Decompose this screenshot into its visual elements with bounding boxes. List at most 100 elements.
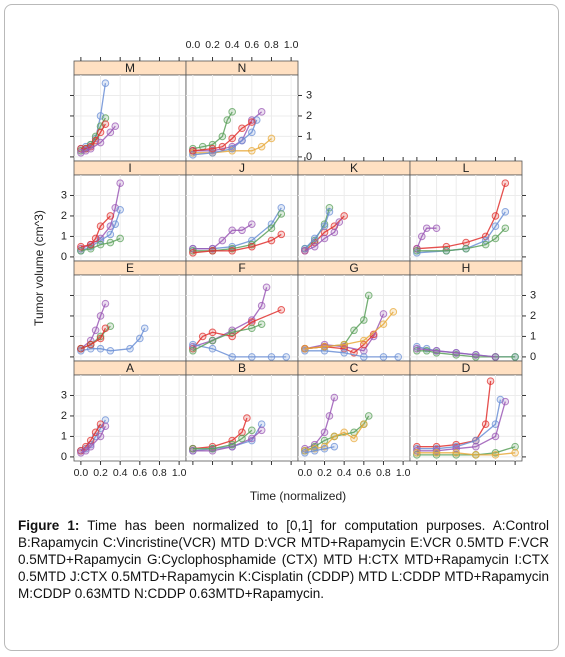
data-point xyxy=(501,224,510,233)
data-point xyxy=(101,299,110,308)
data-point xyxy=(116,179,124,187)
figure-frame xyxy=(4,4,559,651)
data-point xyxy=(277,203,286,212)
data-point xyxy=(140,324,149,333)
data-point xyxy=(101,422,110,430)
data-point xyxy=(238,136,246,145)
data-point xyxy=(228,144,236,153)
data-point xyxy=(228,328,236,337)
data-point xyxy=(96,138,105,147)
data-point xyxy=(364,291,373,300)
data-point xyxy=(96,344,105,353)
y-tick-label: 3 xyxy=(530,289,536,301)
data-point xyxy=(77,346,85,355)
strip-label: N xyxy=(238,61,247,75)
data-point xyxy=(86,144,95,153)
data-point xyxy=(394,353,403,361)
data-point xyxy=(248,128,256,137)
data-point xyxy=(277,210,286,218)
data-point xyxy=(267,224,276,233)
x-tick-label: 0.4 xyxy=(337,467,352,479)
data-point xyxy=(86,340,95,349)
y-tick-label: 1 xyxy=(61,230,67,242)
y-tick-label: 2 xyxy=(306,110,312,122)
data-point xyxy=(360,336,368,345)
data-point xyxy=(248,118,256,126)
strip-label: I xyxy=(128,161,131,175)
data-point xyxy=(189,346,197,355)
y-tick-label: 0 xyxy=(61,451,67,463)
y-tick-label: 1 xyxy=(61,430,67,442)
data-point xyxy=(86,442,95,451)
data-point xyxy=(189,249,197,257)
data-point xyxy=(325,412,334,420)
data-point xyxy=(472,451,480,459)
data-point xyxy=(106,346,115,355)
y-tick-label: 0 xyxy=(530,351,536,363)
strip-label: G xyxy=(349,261,358,275)
data-point xyxy=(208,444,217,453)
data-point xyxy=(462,244,470,253)
data-point xyxy=(228,108,236,116)
data-point xyxy=(432,449,441,457)
data-point xyxy=(243,414,251,422)
y-tick-label: 2 xyxy=(61,410,67,422)
strip-label: J xyxy=(239,161,245,175)
data-point xyxy=(330,432,339,441)
caption: Figure 1: Time has been normalized to [0… xyxy=(18,517,549,602)
data-point xyxy=(413,449,421,457)
series-line xyxy=(304,211,331,250)
y-axis-label: Tumor volume (cm^3) xyxy=(32,210,46,326)
data-point xyxy=(101,120,110,128)
data-point xyxy=(96,432,105,441)
chart: Time (normalized) Tumor volume (cm^3) M N… xyxy=(32,39,536,503)
data-point xyxy=(106,238,115,247)
data-point xyxy=(301,246,309,255)
data-point xyxy=(350,434,358,443)
data-point xyxy=(116,234,124,243)
data-point xyxy=(91,326,100,335)
data-point xyxy=(491,222,500,230)
data-point xyxy=(340,428,348,437)
data-point xyxy=(91,234,100,243)
series-line xyxy=(192,417,248,450)
series-line xyxy=(416,227,437,249)
data-point xyxy=(208,144,217,153)
series-line xyxy=(80,125,116,154)
data-point xyxy=(218,132,227,141)
x-axis-label: Time (normalized) xyxy=(250,489,346,503)
data-point xyxy=(208,328,217,337)
data-point xyxy=(257,320,266,328)
series-line xyxy=(80,327,146,352)
data-point xyxy=(310,242,319,251)
data-point xyxy=(111,220,120,228)
x-tick-label: 0.6 xyxy=(245,39,260,51)
strip-label: E xyxy=(126,261,134,275)
data-point xyxy=(511,353,519,361)
panel xyxy=(185,274,299,362)
x-tick-label: 0.0 xyxy=(298,467,313,479)
data-point xyxy=(248,324,256,333)
data-point xyxy=(360,316,368,324)
x-tick-label: 0.0 xyxy=(74,467,89,479)
data-point xyxy=(257,420,266,428)
data-point xyxy=(257,108,266,116)
data-point xyxy=(96,128,105,137)
data-point xyxy=(335,218,344,226)
data-point xyxy=(320,234,329,243)
y-tick-label: 3 xyxy=(61,189,67,201)
data-point xyxy=(491,234,500,243)
data-point xyxy=(277,230,286,239)
series-line xyxy=(80,419,106,452)
data-point xyxy=(320,444,329,453)
data-point xyxy=(277,306,286,314)
data-point xyxy=(320,342,329,351)
data-point xyxy=(511,442,519,451)
data-point xyxy=(189,444,197,453)
data-point xyxy=(101,324,110,333)
x-tick-label: 1.0 xyxy=(172,467,187,479)
data-point xyxy=(340,212,348,220)
data-point xyxy=(360,346,368,355)
data-point xyxy=(491,353,500,361)
strip-label: H xyxy=(462,261,471,275)
